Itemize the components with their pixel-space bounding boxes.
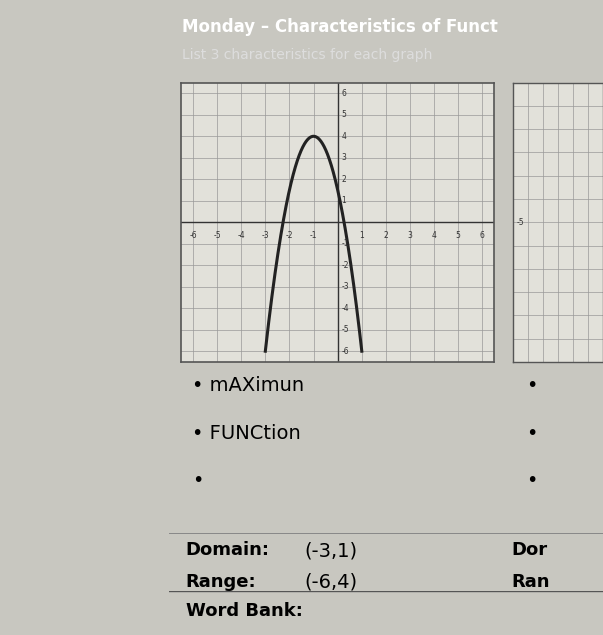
Text: Word Bank:: Word Bank: — [186, 602, 303, 620]
Text: •: • — [526, 471, 537, 490]
Text: • FUNCtion: • FUNCtion — [192, 424, 302, 443]
Text: -3: -3 — [262, 231, 269, 240]
Text: -6: -6 — [189, 231, 197, 240]
Text: 6: 6 — [480, 231, 485, 240]
Text: (-6,4): (-6,4) — [304, 573, 357, 592]
Text: -2: -2 — [286, 231, 293, 240]
Text: -1: -1 — [341, 239, 349, 248]
Text: Monday – Characteristics of Funct: Monday – Characteristics of Funct — [182, 18, 497, 36]
Text: 2: 2 — [384, 231, 388, 240]
Text: -5: -5 — [341, 325, 349, 334]
Text: Domain:: Domain: — [186, 541, 270, 559]
Text: •: • — [192, 471, 204, 490]
Text: 5: 5 — [456, 231, 461, 240]
Text: (-3,1): (-3,1) — [304, 541, 357, 560]
Text: Dor: Dor — [511, 541, 548, 559]
Text: 6: 6 — [341, 89, 346, 98]
Text: -4: -4 — [238, 231, 245, 240]
Text: 3: 3 — [341, 153, 346, 163]
Text: Ran: Ran — [511, 573, 550, 591]
Text: 5: 5 — [341, 110, 346, 119]
Text: -2: -2 — [341, 261, 349, 270]
Text: -4: -4 — [341, 304, 349, 312]
Text: Range:: Range: — [186, 573, 256, 591]
Text: -5: -5 — [517, 218, 525, 227]
Text: 4: 4 — [432, 231, 437, 240]
Text: 4: 4 — [341, 132, 346, 141]
Text: •: • — [526, 376, 537, 395]
Text: 1: 1 — [341, 196, 346, 205]
Text: -5: -5 — [213, 231, 221, 240]
Text: -6: -6 — [341, 347, 349, 356]
Text: 2: 2 — [341, 175, 346, 184]
Text: List 3 characteristics for each graph: List 3 characteristics for each graph — [182, 48, 432, 62]
Text: -1: -1 — [310, 231, 317, 240]
Text: •: • — [526, 424, 537, 443]
Text: • mAXimun: • mAXimun — [192, 376, 305, 395]
Text: 1: 1 — [359, 231, 364, 240]
Text: 3: 3 — [408, 231, 412, 240]
Text: -3: -3 — [341, 282, 349, 291]
